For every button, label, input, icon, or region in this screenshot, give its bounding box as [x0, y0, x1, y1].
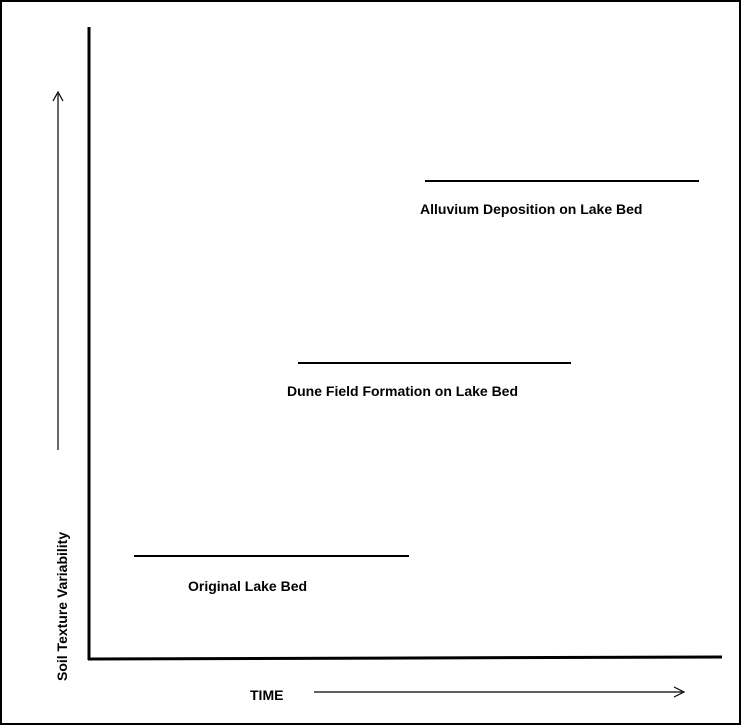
y-axis-label: Soil Texture Variability: [54, 532, 70, 681]
x-axis-label: TIME: [250, 687, 283, 703]
stage-2-label: Dune Field Formation on Lake Bed: [287, 383, 518, 399]
stage-1-label: Original Lake Bed: [188, 578, 307, 594]
stage-3-label: Alluvium Deposition on Lake Bed: [420, 201, 642, 217]
x-axis: [88, 657, 722, 659]
